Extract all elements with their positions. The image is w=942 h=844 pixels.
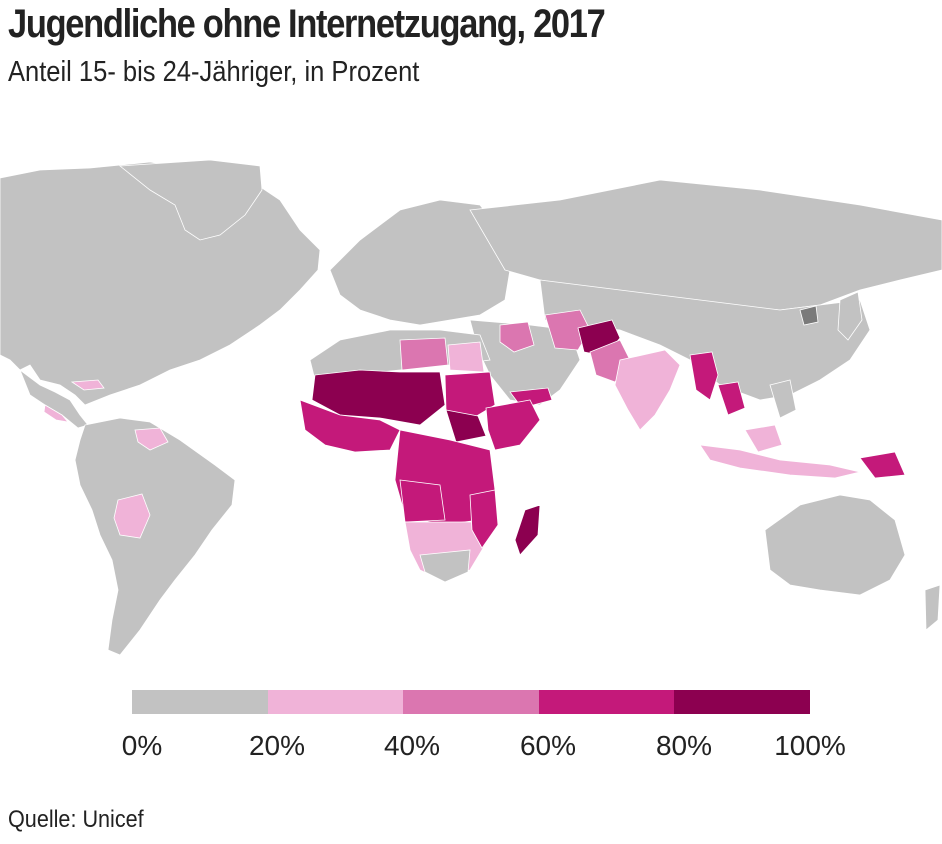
region-horn-of-africa (485, 399, 541, 451)
legend-tick-80: 80% (655, 730, 713, 761)
region-south-africa (419, 549, 471, 583)
legend-bin-0-20 (132, 690, 268, 714)
region-madagascar (514, 504, 541, 556)
region-iraq-syria (499, 321, 535, 353)
region-papua-new-guinea (859, 451, 906, 479)
legend-tick-0: 0% (121, 730, 163, 761)
region-india (614, 349, 681, 431)
region-japan (837, 291, 863, 341)
source-note: Quelle: Unicef (8, 806, 144, 833)
region-indonesia (699, 444, 861, 479)
region-libya (399, 337, 449, 371)
region-cambodia-laos (717, 381, 746, 416)
region-australia (764, 494, 906, 596)
region-venezuela (134, 427, 169, 451)
region-sudan (444, 371, 496, 421)
region-egypt (447, 341, 485, 373)
color-legend (132, 690, 810, 714)
region-north-america (0, 161, 321, 406)
region-philippines (769, 379, 797, 419)
region-caribbean (70, 379, 105, 391)
map-title: Jugendliche ohne Internetzugang, 2017 (8, 2, 606, 46)
legend-bin-40-60 (403, 690, 539, 714)
region-myanmar (689, 351, 719, 401)
world-choropleth-map (0, 160, 942, 656)
region-mozambique (469, 489, 499, 549)
region-south-sudan (445, 409, 487, 443)
region-greenland (118, 160, 263, 241)
region-angola (399, 479, 446, 523)
legend-tick-60: 60% (519, 730, 577, 761)
legend-tick-100: 100% (774, 730, 846, 761)
region-west-africa (299, 399, 401, 453)
region-bolivia (113, 493, 151, 539)
region-central-america-light (43, 404, 70, 423)
region-sahel (311, 369, 446, 426)
legend-bin-80-100 (674, 690, 810, 714)
legend-ticks: 0% 20% 40% 60% 80% 100% (0, 730, 942, 766)
legend-bin-60-80 (538, 690, 675, 714)
region-europe (329, 199, 511, 326)
legend-bin-20-40 (267, 690, 404, 714)
region-borneo (744, 424, 783, 453)
region-new-zealand (924, 584, 941, 631)
region-russia (469, 179, 942, 311)
region-south-america (74, 417, 236, 656)
map-subtitle: Anteil 15- bis 24-Jähriger, in Prozent (8, 56, 420, 88)
region-north-korea (799, 305, 819, 326)
legend-tick-20: 20% (248, 730, 306, 761)
legend-tick-40: 40% (383, 730, 441, 761)
